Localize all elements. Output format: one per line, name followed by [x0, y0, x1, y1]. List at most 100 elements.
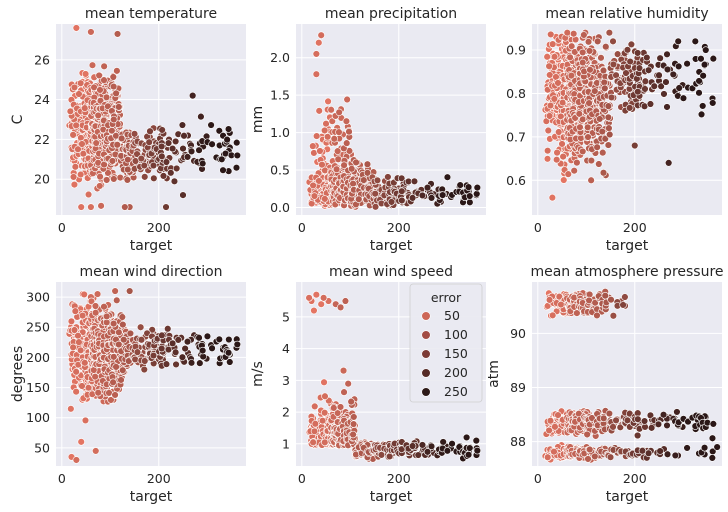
- data-point: [349, 430, 357, 439]
- data-point: [157, 344, 166, 353]
- data-point: [335, 108, 343, 117]
- data-point: [309, 181, 317, 190]
- data-point: [70, 326, 79, 334]
- data-point: [332, 165, 341, 173]
- data-point: [709, 54, 718, 63]
- data-point: [584, 133, 592, 141]
- data-point: [72, 387, 80, 396]
- data-point: [633, 49, 642, 57]
- data-point: [604, 102, 613, 110]
- data-point: [321, 195, 329, 203]
- data-point: [208, 344, 216, 352]
- data-point: [103, 312, 111, 321]
- data-point: [77, 203, 85, 211]
- y-tick-label: 4: [282, 341, 290, 356]
- data-point: [398, 196, 406, 205]
- data-point: [593, 37, 602, 46]
- data-point: [93, 290, 102, 298]
- data-point: [87, 203, 95, 211]
- data-point: [550, 53, 559, 61]
- data-point: [109, 378, 117, 386]
- data-point: [343, 95, 351, 104]
- data-point: [699, 102, 707, 110]
- data-point: [81, 416, 90, 425]
- data-point: [456, 181, 464, 189]
- data-point: [408, 194, 417, 202]
- data-point: [601, 84, 609, 93]
- y-tick-label: 5: [282, 309, 290, 324]
- data-point: [598, 127, 606, 136]
- data-point: [548, 311, 557, 320]
- data-point: [233, 138, 241, 147]
- data-point: [674, 37, 682, 46]
- data-point: [116, 173, 124, 182]
- data-point: [371, 190, 379, 198]
- data-point: [164, 325, 172, 333]
- data-point: [599, 169, 608, 177]
- data-point: [87, 28, 95, 36]
- data-point: [333, 147, 342, 155]
- data-point: [69, 343, 77, 351]
- y-axis-label: m/s: [250, 361, 266, 387]
- data-point: [335, 128, 343, 136]
- data-point: [179, 191, 187, 199]
- data-point: [566, 53, 574, 62]
- data-point: [310, 192, 319, 200]
- data-point: [188, 91, 197, 100]
- data-point: [170, 177, 179, 186]
- data-point: [195, 146, 203, 154]
- data-point: [554, 79, 562, 87]
- data-point: [546, 101, 555, 110]
- legend-marker: [421, 368, 431, 378]
- data-point: [71, 163, 80, 171]
- data-point: [115, 103, 123, 111]
- data-point: [311, 402, 319, 411]
- chart-title: mean temperature: [85, 6, 217, 22]
- x-axis-label: target: [370, 489, 413, 505]
- data-point: [318, 416, 327, 425]
- data-point: [76, 170, 85, 179]
- data-point: [224, 125, 233, 133]
- x-tick-label: 0: [534, 471, 542, 486]
- data-point: [387, 198, 396, 206]
- data-point: [643, 53, 651, 62]
- data-point: [167, 169, 175, 177]
- data-point: [646, 100, 655, 108]
- data-point: [414, 451, 422, 459]
- data-point: [171, 137, 180, 146]
- data-point: [699, 72, 707, 80]
- data-point: [593, 143, 601, 151]
- y-axis-label: C: [10, 114, 26, 124]
- data-point: [77, 438, 85, 446]
- y-tick-label: 1.0: [270, 125, 290, 140]
- data-point: [543, 155, 552, 163]
- legend-marker: [421, 311, 431, 321]
- data-point: [418, 441, 427, 449]
- data-point: [168, 339, 177, 348]
- data-point: [76, 79, 85, 87]
- data-point: [81, 359, 89, 367]
- data-point: [591, 87, 599, 95]
- data-point: [579, 147, 587, 156]
- data-point: [427, 442, 436, 451]
- data-point: [183, 337, 192, 346]
- x-tick-label: 0: [534, 220, 542, 235]
- x-tick-label: 0: [58, 471, 66, 486]
- data-point: [597, 54, 605, 62]
- y-tick-label: 24: [34, 92, 50, 107]
- data-point: [180, 132, 188, 140]
- data-point: [347, 165, 356, 173]
- data-point: [320, 378, 328, 386]
- data-point: [439, 438, 447, 446]
- data-point: [70, 83, 79, 92]
- data-point: [548, 193, 557, 202]
- data-point: [650, 82, 658, 90]
- chart-title: mean relative humidity: [545, 6, 708, 22]
- data-point: [111, 391, 119, 399]
- data-point: [225, 335, 233, 344]
- data-point: [91, 309, 100, 317]
- x-tick-label: 0: [58, 220, 66, 235]
